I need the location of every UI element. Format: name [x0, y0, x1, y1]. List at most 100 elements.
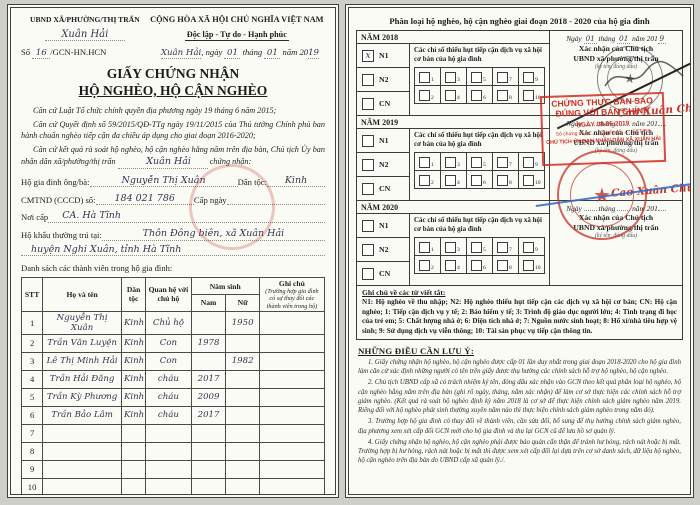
indicator-number: 3: [457, 161, 460, 168]
indicator-number: 6: [483, 179, 486, 186]
indicator-checkbox-7[interactable]: [497, 242, 508, 254]
indicator-checkbox-5[interactable]: [471, 157, 482, 169]
indicator-checkbox-3[interactable]: [445, 242, 456, 254]
indicator-number: 8: [509, 179, 512, 186]
indicator-cell-10: 10: [519, 86, 544, 103]
cn-checkbox-2020[interactable]: [362, 267, 374, 280]
indicator-checkbox-10[interactable]: [523, 90, 534, 102]
n1-label: N1: [379, 51, 389, 60]
indicator-checkbox-4[interactable]: [445, 175, 456, 187]
n2-checkbox-2020[interactable]: [362, 243, 374, 256]
indicator-checkbox-7[interactable]: [497, 72, 508, 84]
cell-relation: cháu: [145, 405, 192, 425]
table-row: 4 Trần Hải Đăng Kinh cháu 2017: [20, 369, 326, 389]
indicator-number: 10: [535, 94, 541, 101]
note-paragraph-4: 4. Giấy chứng nhận hộ nghèo, hộ cận nghè…: [358, 438, 681, 465]
table-row: 7: [20, 423, 326, 443]
notes-section: NHỮNG ĐIỀU CẦN LƯU Ý: 1. Giấy chứng nhận…: [356, 346, 683, 466]
col-header-relation: Quan hệ với chủ hộ: [145, 277, 192, 312]
indicator-checkbox-5[interactable]: [471, 242, 482, 254]
indicator-checkbox-1[interactable]: [419, 242, 430, 254]
indicators-title: Các chỉ số thiếu hụt tiếp cận dịch vụ xã…: [414, 216, 542, 234]
indicator-cell-5: 5: [467, 68, 493, 86]
place-handwritten: Xuân Hải: [160, 48, 202, 59]
indicator-number: 6: [483, 94, 486, 101]
indicator-checkbox-5[interactable]: [471, 72, 482, 84]
cell-name: Trần Kỳ Phương: [42, 387, 122, 407]
legal-clause-3: Căn cứ kết quả rà soát hộ nghèo, hộ cận …: [21, 144, 325, 170]
indicator-checkbox-3[interactable]: [445, 72, 456, 84]
n1-label: N1: [379, 136, 389, 145]
indicator-checkbox-4[interactable]: [445, 260, 456, 272]
year-block-2018: NĂM 2018 x N1 N2 CN Các chỉ số thiếu hụt …: [357, 31, 682, 116]
indicator-number: 1: [431, 161, 434, 168]
document-number-value: 16: [32, 48, 51, 59]
cn-checkbox-2019[interactable]: [362, 182, 374, 195]
indicator-cell-7: 7: [493, 238, 519, 256]
indicator-checkbox-10[interactable]: [523, 260, 534, 272]
n2-label: N2: [379, 245, 389, 254]
indicator-checkbox-10[interactable]: [523, 175, 534, 187]
indicator-cell-7: 7: [493, 68, 519, 86]
indicator-checkbox-6[interactable]: [471, 175, 482, 187]
note-paragraph-3: 3. Trường hợp hộ gia đình có thay đổi về…: [358, 418, 681, 435]
n2-label: N2: [379, 160, 389, 169]
indicator-cell-1: 1: [415, 238, 441, 256]
n1-label: N1: [379, 221, 389, 230]
indicator-number: 3: [457, 76, 460, 83]
cell-ethnic: [120, 441, 147, 461]
page-header: UBND XÃ/PHƯỜNG/THỊ TRẤN Xuân Hải CỘNG HÒ…: [21, 15, 325, 42]
cell-nam: [190, 310, 227, 335]
indicator-checkbox-4[interactable]: [445, 90, 456, 102]
indicator-checkbox-8[interactable]: [497, 90, 508, 102]
classification-title: Phân loại hộ nghèo, hộ cận nghèo giai đo…: [389, 16, 650, 26]
cell-ethnic: Kinh: [120, 333, 147, 353]
cell-nu: [225, 441, 260, 461]
n2-checkbox-2018[interactable]: [362, 73, 374, 86]
n1-checkbox-2019[interactable]: [362, 134, 374, 147]
indicator-checkbox-8[interactable]: [497, 175, 508, 187]
indicator-checkbox-9[interactable]: [523, 157, 534, 169]
year-label-2020: NĂM 2020: [357, 201, 549, 214]
indicator-number: 9: [535, 76, 538, 83]
col-header-female: Nữ: [225, 293, 260, 312]
cell-nu: [225, 333, 260, 353]
indicator-checkbox-2[interactable]: [419, 90, 430, 102]
cn-checkbox-2018[interactable]: [362, 97, 374, 110]
indicator-checkbox-6[interactable]: [471, 90, 482, 102]
note-paragraph-1: 1. Giấy chứng nhận hộ nghèo, hộ cận nghè…: [358, 359, 681, 376]
indicator-checkbox-8[interactable]: [497, 260, 508, 272]
cell-name: [42, 459, 122, 479]
indicator-cell-8: 8: [493, 256, 519, 274]
n2-checkbox-2019[interactable]: [362, 158, 374, 171]
table-row: 8: [20, 441, 326, 461]
indicator-checkbox-3[interactable]: [445, 157, 456, 169]
abbreviations-box: Ghi chú về các từ viết tắt: N1: Hộ nghèo…: [357, 286, 682, 339]
indicator-checkbox-1[interactable]: [419, 72, 430, 84]
cell-name: Trần Bảo Lâm: [42, 405, 122, 425]
cell-name: [42, 477, 122, 494]
cell-nu: [225, 369, 260, 389]
indicator-checkbox-9[interactable]: [523, 242, 534, 254]
n1-checkbox-2020[interactable]: [362, 219, 374, 232]
id-number-value: 184 021 786: [95, 193, 194, 205]
cell-ethnic: Kinh: [120, 369, 147, 389]
indicator-checkbox-1[interactable]: [419, 157, 430, 169]
cell-nu: [225, 423, 260, 443]
indicator-cell-2: 2: [415, 256, 441, 274]
cell-nu: [225, 387, 260, 407]
year-label-2019: NĂM 2019: [357, 116, 549, 129]
indicator-number: 2: [431, 264, 434, 271]
indicator-checkbox-2[interactable]: [419, 260, 430, 272]
indicator-checkbox-6[interactable]: [471, 260, 482, 272]
indicator-cell-5: 5: [467, 153, 493, 171]
issuer-value-handwritten: Xuân Hải: [44, 29, 125, 41]
notes-title: NHỮNG ĐIỀU CẦN LƯU Ý:: [358, 346, 474, 356]
indicator-checkbox-9[interactable]: [523, 72, 534, 84]
indicator-cell-8: 8: [493, 171, 519, 189]
n1-checkbox-2018[interactable]: x: [362, 49, 374, 62]
table-row: 6 Trần Bảo Lâm Kinh cháu 2017: [20, 405, 326, 425]
indicator-checkbox-2[interactable]: [419, 175, 430, 187]
cell-relation: [145, 441, 192, 461]
indicator-checkbox-7[interactable]: [497, 157, 508, 169]
